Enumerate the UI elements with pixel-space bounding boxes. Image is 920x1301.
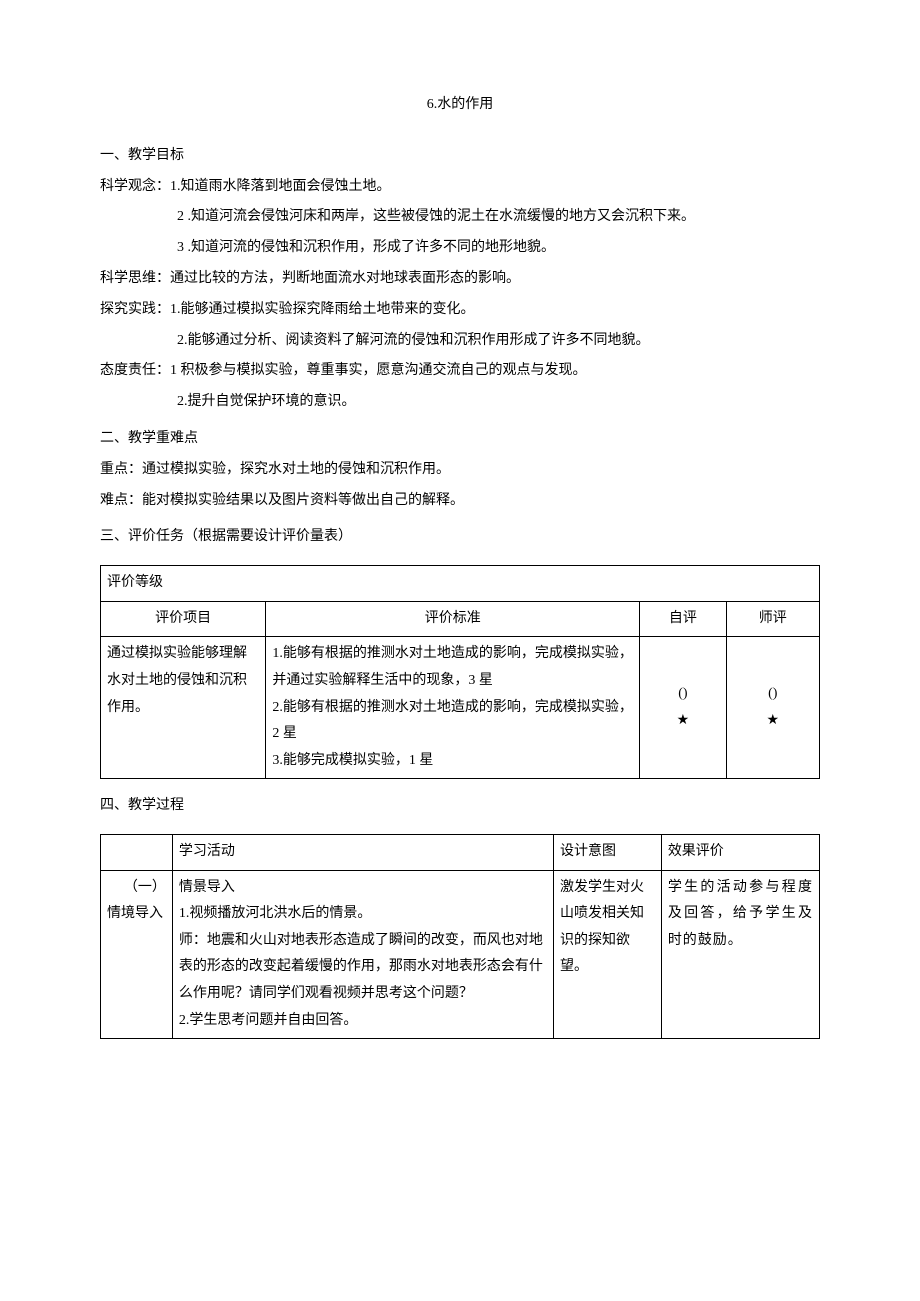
sci-think-label: 科学思维： bbox=[100, 271, 170, 286]
proc-h1 bbox=[101, 835, 173, 871]
eval-teacher: () ★ bbox=[726, 637, 819, 779]
eval-header-span: 评价等级 bbox=[101, 566, 820, 602]
proc-eval: 学生的活动参与程度及回答，给予学生及时的鼓励。 bbox=[661, 870, 819, 1039]
proc-intent: 激发学生对火山喷发相关知识的探知欲望。 bbox=[553, 870, 661, 1039]
attitude-2: 2.提升自觉保护环境的意识。 bbox=[100, 387, 820, 418]
eval-item: 通过模拟实验能够理解水对土地的侵蚀和沉积作用。 bbox=[101, 637, 266, 779]
proc-h2: 学习活动 bbox=[172, 835, 553, 871]
sci-concept-line: 科学观念：1.知道雨水降落到地面会侵蚀土地。 bbox=[100, 172, 820, 203]
proc-h3: 设计意图 bbox=[553, 835, 661, 871]
eval-col-self: 自评 bbox=[640, 601, 726, 637]
practice-line: 探究实践：1.能够通过模拟实验探究降雨给土地带来的变化。 bbox=[100, 295, 820, 326]
difficulty: 难点：能对模拟实验结果以及图片资料等做出自己的解释。 bbox=[100, 486, 820, 517]
sci-concept-2: 2 .知道河流会侵蚀河床和两岸，这些被侵蚀的泥土在水流缓慢的地方又会沉积下来。 bbox=[100, 202, 820, 233]
attitude-line: 态度责任：1 积极参与模拟实验，尊重事实，愿意沟通交流自己的观点与发现。 bbox=[100, 356, 820, 387]
evaluation-table: 评价等级 评价项目 评价标准 自评 师评 通过模拟实验能够理解水对土地的侵蚀和沉… bbox=[100, 565, 820, 779]
proc-activity-title: 情景导入 bbox=[179, 875, 547, 902]
table-row: 通过模拟实验能够理解水对土地的侵蚀和沉积作用。 1.能够有根据的推测水对土地造成… bbox=[101, 637, 820, 779]
eval-standard: 1.能够有根据的推测水对土地造成的影响，完成模拟实验，并通过实验解释生活中的现象… bbox=[266, 637, 640, 779]
sci-concept-1: 1.知道雨水降落到地面会侵蚀土地。 bbox=[170, 179, 391, 194]
sci-think-1: 通过比较的方法，判断地面流水对地球表面形态的影响。 bbox=[170, 271, 520, 286]
practice-1: 1.能够通过模拟实验探究降雨给土地带来的变化。 bbox=[170, 302, 475, 317]
eval-col-item: 评价项目 bbox=[101, 601, 266, 637]
sci-concept-label: 科学观念： bbox=[100, 179, 170, 194]
key-point: 重点：通过模拟实验，探究水对土地的侵蚀和沉积作用。 bbox=[100, 455, 820, 486]
proc-stage-name: 情境导入 bbox=[107, 901, 166, 928]
eval-self: () ★ bbox=[640, 637, 726, 779]
section-3-heading: 三、评价任务（根据需要设计评价量表） bbox=[100, 522, 820, 553]
section-1-heading: 一、教学目标 bbox=[100, 141, 820, 172]
attitude-1: 1 积极参与模拟实验，尊重事实，愿意沟通交流自己的观点与发现。 bbox=[170, 363, 587, 378]
eval-col-teacher: 师评 bbox=[726, 601, 819, 637]
eval-col-standard: 评价标准 bbox=[266, 601, 640, 637]
document-title: 6.水的作用 bbox=[100, 90, 820, 121]
proc-h4: 效果评价 bbox=[661, 835, 819, 871]
section-2-heading: 二、教学重难点 bbox=[100, 424, 820, 455]
table-row: （一） 情境导入 情景导入 1.视频播放河北洪水后的情景。 师：地震和火山对地表… bbox=[101, 870, 820, 1039]
attitude-label: 态度责任： bbox=[100, 363, 170, 378]
sci-concept-3: 3 .知道河流的侵蚀和沉积作用，形成了许多不同的地形地貌。 bbox=[100, 233, 820, 264]
practice-label: 探究实践： bbox=[100, 302, 170, 317]
proc-activity-body: 1.视频播放河北洪水后的情景。 师：地震和火山对地表形态造成了瞬间的改变，而风也… bbox=[179, 901, 547, 1034]
proc-activity: 情景导入 1.视频播放河北洪水后的情景。 师：地震和火山对地表形态造成了瞬间的改… bbox=[172, 870, 553, 1039]
proc-stage: （一） 情境导入 bbox=[101, 870, 173, 1039]
proc-stage-num: （一） bbox=[107, 875, 166, 902]
process-table: 学习活动 设计意图 效果评价 （一） 情境导入 情景导入 1.视频播放河北洪水后… bbox=[100, 834, 820, 1039]
sci-think-line: 科学思维：通过比较的方法，判断地面流水对地球表面形态的影响。 bbox=[100, 264, 820, 295]
section-4-heading: 四、教学过程 bbox=[100, 791, 820, 822]
practice-2: 2.能够通过分析、阅读资料了解河流的侵蚀和沉积作用形成了许多不同地貌。 bbox=[100, 326, 820, 357]
